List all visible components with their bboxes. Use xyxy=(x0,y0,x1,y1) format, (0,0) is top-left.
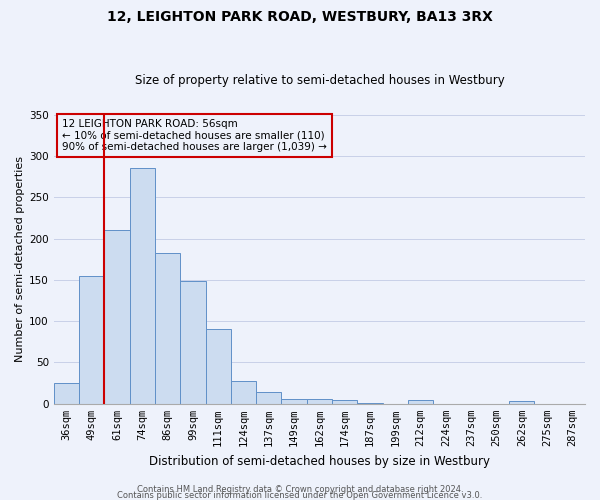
Bar xyxy=(130,168,155,404)
Bar xyxy=(307,399,332,404)
Bar xyxy=(180,282,206,404)
Bar xyxy=(509,402,535,404)
Text: 12 LEIGHTON PARK ROAD: 56sqm
← 10% of semi-detached houses are smaller (110)
90%: 12 LEIGHTON PARK ROAD: 56sqm ← 10% of se… xyxy=(62,119,326,152)
Bar xyxy=(155,252,180,404)
Bar xyxy=(206,328,231,404)
Bar xyxy=(281,399,307,404)
Bar xyxy=(256,392,281,404)
Title: Size of property relative to semi-detached houses in Westbury: Size of property relative to semi-detach… xyxy=(134,74,504,87)
X-axis label: Distribution of semi-detached houses by size in Westbury: Distribution of semi-detached houses by … xyxy=(149,454,490,468)
Bar xyxy=(54,383,79,404)
Bar xyxy=(408,400,433,404)
Bar xyxy=(79,276,104,404)
Bar xyxy=(358,403,383,404)
Bar xyxy=(104,230,130,404)
Text: Contains HM Land Registry data © Crown copyright and database right 2024.: Contains HM Land Registry data © Crown c… xyxy=(137,485,463,494)
Bar xyxy=(231,380,256,404)
Text: 12, LEIGHTON PARK ROAD, WESTBURY, BA13 3RX: 12, LEIGHTON PARK ROAD, WESTBURY, BA13 3… xyxy=(107,10,493,24)
Bar xyxy=(332,400,358,404)
Text: Contains public sector information licensed under the Open Government Licence v3: Contains public sector information licen… xyxy=(118,490,482,500)
Y-axis label: Number of semi-detached properties: Number of semi-detached properties xyxy=(15,156,25,362)
